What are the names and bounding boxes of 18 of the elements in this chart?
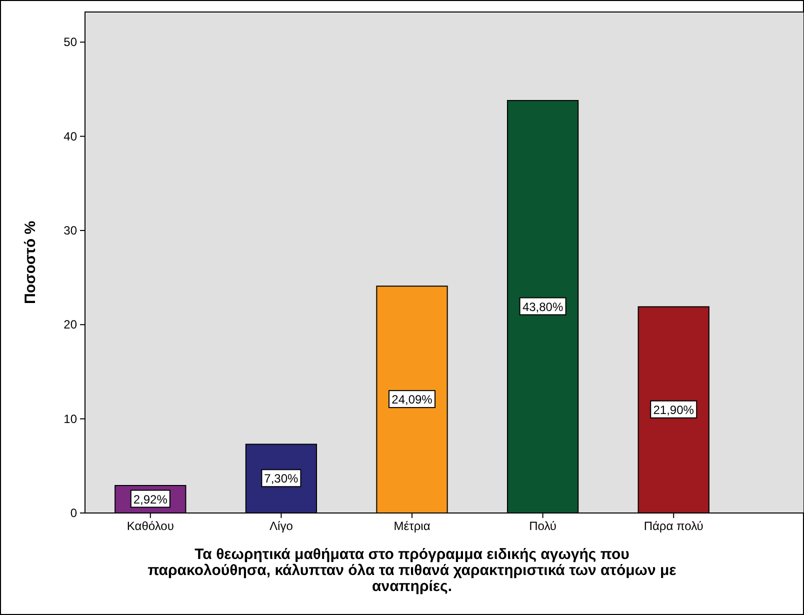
x-tick-label: Πάρα πολύ xyxy=(644,519,704,533)
data-label: 2,92% xyxy=(133,492,168,506)
y-tick-label: 0 xyxy=(70,506,78,520)
x-axis-title: Τα θεωρητικά μαθήματα στο πρόγραμμα ειδικής αγωγής που παρακολούθησα, κάλυπταν όλα τα πιθανά χαρακτηριστικά των ατόμων με αναπηρίες. xyxy=(148,546,676,595)
y-tick-label: 10 xyxy=(64,412,78,426)
x-tick-label: Καθόλου xyxy=(126,519,174,533)
y-axis-title: Ποσοστό % xyxy=(22,220,39,304)
y-tick-label: 30 xyxy=(64,223,78,238)
y-tick-label: 40 xyxy=(64,129,78,144)
x-tick-label: Λίγο xyxy=(270,519,294,533)
data-label: 21,90% xyxy=(653,402,694,417)
y-tick-label: 20 xyxy=(64,318,78,332)
x-tick-label: Πολύ xyxy=(529,519,556,533)
y-tick-label: 50 xyxy=(64,35,78,50)
data-label: 7,30% xyxy=(264,472,299,486)
data-label: 24,09% xyxy=(392,392,433,407)
x-tick-label: Μέτρια xyxy=(394,519,430,533)
data-label: 43,80% xyxy=(522,300,564,314)
